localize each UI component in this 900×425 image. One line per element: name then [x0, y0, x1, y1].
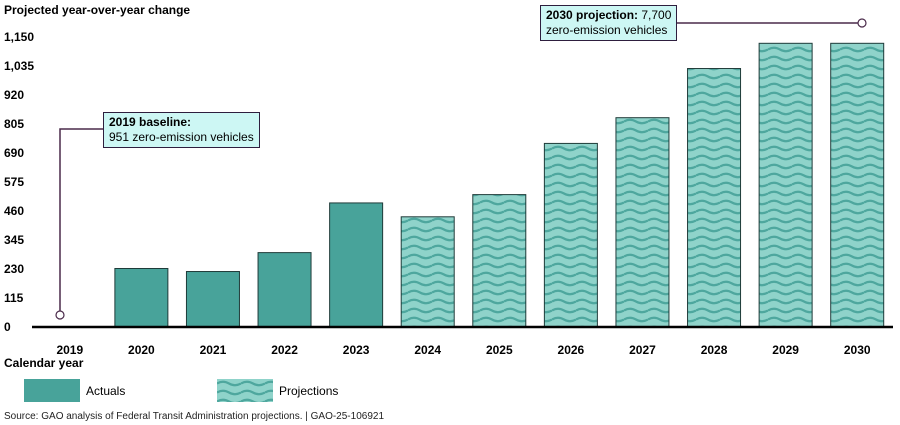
- bar-projection-2024: [400, 216, 455, 328]
- x-tick-label: 2029: [772, 343, 799, 357]
- x-tick-label: 2022: [271, 343, 298, 357]
- baseline-leader: [55, 128, 107, 320]
- bar-projection-2025: [472, 194, 527, 328]
- bar-projection-2028: [687, 68, 742, 328]
- y-tick-label: 0: [4, 320, 11, 334]
- y-tick-label: 1,150: [4, 30, 34, 44]
- projection-callout-title: 2030 projection:: [546, 8, 639, 22]
- legend-actuals-swatch: [24, 379, 80, 402]
- bars: [114, 42, 885, 328]
- source-note: Source: GAO analysis of Federal Transit …: [4, 411, 384, 422]
- bar-projection-2027: [615, 117, 670, 328]
- x-tick-label: 2027: [629, 343, 656, 357]
- y-axis-title: Projected year-over-year change: [4, 3, 191, 17]
- x-tick-label: 2025: [486, 343, 513, 357]
- y-tick-label: 575: [4, 175, 24, 189]
- y-tick-label: 1,035: [4, 59, 34, 73]
- x-tick-label: 2028: [701, 343, 728, 357]
- baseline-callout: 2019 baseline: 951 zero-emission vehicle…: [103, 112, 260, 148]
- y-tick-label: 460: [4, 204, 24, 218]
- x-tick-label: 2023: [343, 343, 370, 357]
- bar-projection-2029: [758, 42, 813, 328]
- bar-projection-2026: [543, 142, 598, 328]
- y-tick-label: 230: [4, 262, 24, 276]
- projection-callout-text: zero-emission vehicles: [546, 23, 668, 37]
- bar-actual-2023: [329, 202, 384, 328]
- y-tick-label: 345: [4, 233, 24, 247]
- y-tick-label: 805: [4, 117, 24, 131]
- legend-projections: Projections: [217, 379, 338, 402]
- projection-leader: [666, 18, 867, 28]
- x-axis-ticks: 2019 2020 2021 2022 2023 2024 2025 2026 2027 2028…: [56, 343, 870, 357]
- baseline-callout-title: 2019 baseline:: [109, 115, 192, 129]
- y-tick-label: 690: [4, 146, 24, 160]
- projection-callout: 2030 projection: 7,700 zero-emission veh…: [540, 5, 678, 41]
- bar-actual-2022: [257, 252, 312, 328]
- legend-actuals-label: Actuals: [86, 383, 126, 398]
- x-tick-label: 2019: [56, 343, 83, 357]
- y-tick-label: 115: [4, 291, 24, 305]
- y-axis-ticks: 0 115 230 345 460 575 690 805 920 1,035 1,150: [4, 30, 34, 334]
- bar-actual-2021: [185, 271, 240, 328]
- baseline-callout-text: 951 zero-emission vehicles: [109, 130, 254, 144]
- legend-actuals: Actuals: [24, 379, 125, 402]
- x-tick-label: 2021: [200, 343, 227, 357]
- projection-callout-value: 7,700: [638, 8, 672, 22]
- legend-projections-label: Projections: [279, 383, 339, 398]
- x-tick-label: 2030: [844, 343, 871, 357]
- x-tick-label: 2024: [414, 343, 441, 357]
- y-tick-label: 920: [4, 88, 24, 102]
- x-tick-label: 2020: [128, 343, 155, 357]
- x-axis-title: Calendar year: [4, 356, 84, 370]
- x-tick-label: 2026: [558, 343, 585, 357]
- bar-projection-2030: [830, 42, 885, 328]
- bar-actual-2020: [114, 267, 169, 328]
- legend-projections-swatch: [217, 379, 273, 402]
